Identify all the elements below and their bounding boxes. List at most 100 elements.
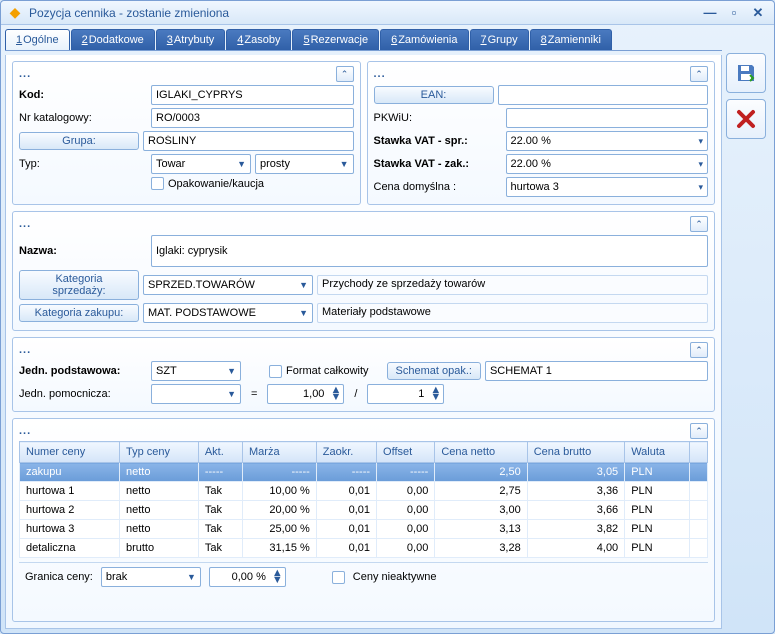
typ-label: Typ:: [19, 158, 147, 170]
tab-grupy[interactable]: 7 Grupy: [470, 29, 529, 50]
titlebar: ◆ Pozycja cennika - zostanie zmieniona —…: [1, 1, 774, 25]
column-header[interactable]: Cena brutto: [527, 442, 624, 463]
tab-zamówienia[interactable]: 6 Zamówienia: [380, 29, 468, 50]
typ-select[interactable]: Towar▼: [151, 154, 251, 174]
save-button[interactable]: [726, 53, 766, 93]
pkwiu-input[interactable]: [506, 108, 709, 128]
table-row[interactable]: detalicznabruttoTak31,15 %0,010,003,284,…: [20, 539, 708, 558]
tab-rezerwacje[interactable]: 5 Rezerwacje: [292, 29, 379, 50]
window-title: Pozycja cennika - zostanie zmieniona: [29, 6, 700, 20]
collapse-icon[interactable]: ⌃: [690, 66, 708, 82]
kat-zakupu-desc: Materiały podstawowe: [317, 303, 708, 323]
bottom-bar: Granica ceny: brak▼ ▲▼ Ceny nieaktywne: [19, 562, 708, 591]
ratio2-spinner[interactable]: ▲▼: [367, 384, 444, 404]
granica-label: Granica ceny:: [25, 571, 93, 583]
column-header[interactable]: Cena netto: [435, 442, 527, 463]
side-column: [726, 29, 770, 629]
minimize-button[interactable]: —: [700, 5, 720, 21]
ean-input[interactable]: [498, 85, 709, 105]
vat-zak-select[interactable]: 22.00 %▾: [506, 154, 709, 174]
table-row[interactable]: hurtowa 2nettoTak20,00 %0,010,003,003,66…: [20, 501, 708, 520]
table-row[interactable]: hurtowa 1nettoTak10,00 %0,010,002,753,36…: [20, 482, 708, 501]
granica-select[interactable]: brak▼: [101, 567, 201, 587]
vat-zak-label: Stawka VAT - zak.:: [374, 158, 502, 170]
kat-zakupu-button[interactable]: Kategoria zakupu:: [19, 304, 139, 322]
slash-sign: /: [348, 388, 363, 400]
main-column: 1 Ogólne2 Dodatkowe3 Atrybuty4 Zasoby5 R…: [5, 29, 722, 629]
tab-bar: 1 Ogólne2 Dodatkowe3 Atrybuty4 Zasoby5 R…: [5, 29, 722, 51]
app-icon: ◆: [7, 5, 23, 21]
grupa-input[interactable]: [143, 131, 354, 151]
opakowanie-checkbox[interactable]: [151, 177, 164, 190]
close-button[interactable]: ✕: [748, 5, 768, 21]
kat-zakupu-select[interactable]: MAT. PODSTAWOWE▼: [143, 303, 313, 323]
tab-zasoby[interactable]: 4 Zasoby: [226, 29, 291, 50]
window-controls: — ▫ ✕: [700, 5, 768, 21]
panel-vat-title: ...: [374, 68, 386, 80]
pkwiu-label: PKWiU:: [374, 112, 502, 124]
panel-prices: ... ⌃ Numer cenyTyp cenyAkt.MarżaZaokr.O…: [12, 418, 715, 622]
kat-sprzedazy-button[interactable]: Kategoria sprzedaży:: [19, 270, 139, 300]
cena-dom-label: Cena domyślna :: [374, 181, 502, 193]
panel-basic-title: ...: [19, 68, 31, 80]
granica-pct-spinner[interactable]: ▲▼: [209, 567, 286, 587]
jedn-pod-label: Jedn. podstawowa:: [19, 365, 147, 377]
panel-name-categories: ... ⌃ Nazwa: Kategoria sprzedaży: SPRZED…: [12, 211, 715, 331]
body-area: 1 Ogólne2 Dodatkowe3 Atrybuty4 Zasoby5 R…: [1, 25, 774, 633]
panel-basic: ... ⌃ Kod: Nr katalogowy: Grupa:: [12, 61, 361, 205]
top-panels-row: ... ⌃ Kod: Nr katalogowy: Grupa:: [12, 61, 715, 205]
typ2-select[interactable]: prosty▼: [255, 154, 354, 174]
panel-vat: ... ⌃ EAN: PKWiU: Stawka VAT - spr.:: [367, 61, 716, 205]
ceny-nieaktywne-label: Ceny nieaktywne: [353, 571, 437, 583]
table-row[interactable]: hurtowa 3nettoTak25,00 %0,010,003,133,82…: [20, 520, 708, 539]
maximize-button[interactable]: ▫: [724, 5, 744, 21]
tab-ogólne[interactable]: 1 Ogólne: [5, 29, 70, 50]
column-header[interactable]: Waluta: [625, 442, 690, 463]
kod-label: Kod:: [19, 89, 147, 101]
ean-button[interactable]: EAN:: [374, 86, 494, 104]
table-row[interactable]: zakupunetto--------------------2,503,05P…: [20, 463, 708, 482]
nazwa-label: Nazwa:: [19, 245, 147, 257]
jedn-pod-select[interactable]: SZT▼: [151, 361, 241, 381]
tab-dodatkowe[interactable]: 2 Dodatkowe: [71, 29, 155, 50]
collapse-icon[interactable]: ⌃: [336, 66, 354, 82]
format-calkowity-checkbox[interactable]: [269, 365, 282, 378]
collapse-icon[interactable]: ⌃: [690, 423, 708, 439]
vat-spr-label: Stawka VAT - spr.:: [374, 135, 502, 147]
schemat-opak-button[interactable]: Schemat opak.:: [387, 362, 481, 380]
opakowanie-label: Opakowanie/kaucja: [168, 178, 264, 190]
schemat-opak-input[interactable]: [485, 361, 708, 381]
nrkat-input[interactable]: [151, 108, 354, 128]
column-header[interactable]: Akt.: [198, 442, 242, 463]
tab-zamienniki[interactable]: 8 Zamienniki: [530, 29, 612, 50]
kat-sprzedazy-select[interactable]: SPRZED.TOWARÓW▼: [143, 275, 313, 295]
prices-table[interactable]: Numer cenyTyp cenyAkt.MarżaZaokr.OffsetC…: [19, 441, 708, 558]
collapse-icon[interactable]: ⌃: [690, 342, 708, 358]
column-header[interactable]: Zaokr.: [316, 442, 376, 463]
ceny-nieaktywne-checkbox[interactable]: [332, 571, 345, 584]
column-header[interactable]: Typ ceny: [119, 442, 198, 463]
column-header[interactable]: Numer ceny: [20, 442, 120, 463]
kat-sprzedazy-desc: Przychody ze sprzedaży towarów: [317, 275, 708, 295]
format-calkowity-label: Format całkowity: [286, 365, 369, 377]
tab-atrybuty[interactable]: 3 Atrybuty: [156, 29, 225, 50]
cena-dom-select[interactable]: hurtowa 3▾: [506, 177, 709, 197]
tab-content: ... ⌃ Kod: Nr katalogowy: Grupa:: [5, 55, 722, 629]
vat-spr-select[interactable]: 22.00 %▾: [506, 131, 709, 151]
panel-units: ... ⌃ Jedn. podstawowa: SZT▼ Format całk…: [12, 337, 715, 412]
collapse-icon[interactable]: ⌃: [690, 216, 708, 232]
jedn-pom-label: Jedn. pomocnicza:: [19, 388, 147, 400]
nazwa-input[interactable]: [151, 235, 708, 267]
window-root: ◆ Pozycja cennika - zostanie zmieniona —…: [0, 0, 775, 634]
equals-sign: =: [245, 388, 263, 400]
kod-input[interactable]: [151, 85, 354, 105]
grupa-button[interactable]: Grupa:: [19, 132, 139, 150]
jedn-pom-select[interactable]: ▼: [151, 384, 241, 404]
cancel-icon: [736, 109, 756, 129]
cancel-button[interactable]: [726, 99, 766, 139]
column-header[interactable]: Marża: [243, 442, 317, 463]
save-icon: [734, 61, 758, 85]
ratio1-spinner[interactable]: ▲▼: [267, 384, 344, 404]
column-header[interactable]: Offset: [377, 442, 435, 463]
nrkat-label: Nr katalogowy:: [19, 112, 147, 124]
